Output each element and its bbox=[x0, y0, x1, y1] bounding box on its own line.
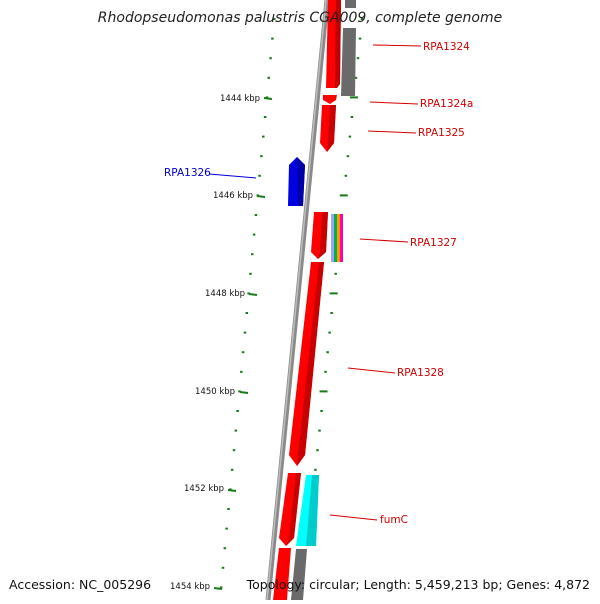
scale-label-1448: 1448 kbp bbox=[205, 289, 245, 299]
major-tick-1444 bbox=[263, 97, 273, 100]
accession-text: Accession: NC_005296 bbox=[9, 577, 152, 592]
label-rpa1324[interactable]: RPA1324 bbox=[423, 41, 470, 53]
gene-bottom-red[interactable] bbox=[273, 548, 291, 600]
gene-rpa1325-shade bbox=[327, 105, 336, 152]
major-tick-1450 bbox=[239, 391, 249, 394]
gene-features bbox=[273, 0, 356, 600]
label-rpa1328[interactable]: RPA1328 bbox=[397, 367, 444, 379]
label-leader-lines bbox=[208, 44, 422, 521]
backbone-inner-line bbox=[266, 0, 327, 601]
label-rpa1324a[interactable]: RPA1324a bbox=[420, 98, 473, 110]
genome-title: Rhodopseudomonas palustris CGA009, compl… bbox=[97, 10, 503, 26]
gene-rpa1328-shade bbox=[297, 262, 324, 466]
major-tick-1454 bbox=[213, 587, 223, 590]
gene-labels: RPA1324 RPA1324a RPA1325 RPA1326 RPA1327… bbox=[164, 41, 473, 526]
leader-rpa1326 bbox=[208, 173, 257, 179]
scale-label-1446: 1446 kbp bbox=[213, 191, 253, 201]
gene-rpa1326-shade bbox=[297, 157, 305, 206]
label-rpa1325[interactable]: RPA1325 bbox=[418, 127, 465, 139]
gene-bottom-gray[interactable] bbox=[291, 549, 307, 600]
gene-fumc-rna-shade bbox=[306, 475, 319, 546]
gene-rpa1327-shade bbox=[318, 212, 328, 259]
genome-backbone bbox=[265, 0, 330, 601]
major-tick-1446 bbox=[256, 195, 266, 198]
leader-fumc bbox=[329, 514, 378, 521]
gene-rpa1324-shade bbox=[335, 0, 341, 88]
gene-rpa1324a[interactable] bbox=[323, 95, 337, 104]
leader-rpa1324a bbox=[369, 101, 419, 105]
label-fumc[interactable]: fumC bbox=[380, 514, 408, 526]
scale-label-1454: 1454 kbp bbox=[170, 582, 210, 592]
major-tick-1452 bbox=[227, 489, 237, 492]
scale-ticks bbox=[219, 18, 364, 589]
genome-summary-text: Topology: circular; Length: 5,459,213 bp… bbox=[246, 577, 590, 592]
scale-label-1444: 1444 kbp bbox=[220, 94, 260, 104]
stripe-magenta bbox=[340, 214, 343, 262]
scale-labels: 1444 kbp 1446 kbp 1448 kbp 1450 kbp 1452… bbox=[170, 94, 273, 592]
label-rpa1327[interactable]: RPA1327 bbox=[410, 237, 457, 249]
major-tick-1448 bbox=[248, 293, 258, 296]
stripe-lavender bbox=[331, 214, 334, 262]
label-rpa1326[interactable]: RPA1326 bbox=[164, 167, 211, 179]
leader-rpa1328 bbox=[347, 367, 396, 374]
stripe-orange bbox=[337, 214, 340, 262]
gene-rpa1324-gray-dash bbox=[345, 0, 356, 8]
leader-rpa1324 bbox=[372, 44, 422, 47]
scale-label-1450: 1450 kbp bbox=[195, 387, 235, 397]
leader-rpa1327 bbox=[359, 238, 409, 243]
leader-rpa1325 bbox=[367, 130, 417, 134]
gene-rpa1324-gray[interactable] bbox=[341, 28, 356, 96]
gene-fumc-shade bbox=[286, 473, 301, 546]
gene-rpa1327-multicolor[interactable] bbox=[331, 214, 343, 262]
stripe-green bbox=[334, 214, 337, 262]
scale-label-1452: 1452 kbp bbox=[184, 484, 224, 494]
